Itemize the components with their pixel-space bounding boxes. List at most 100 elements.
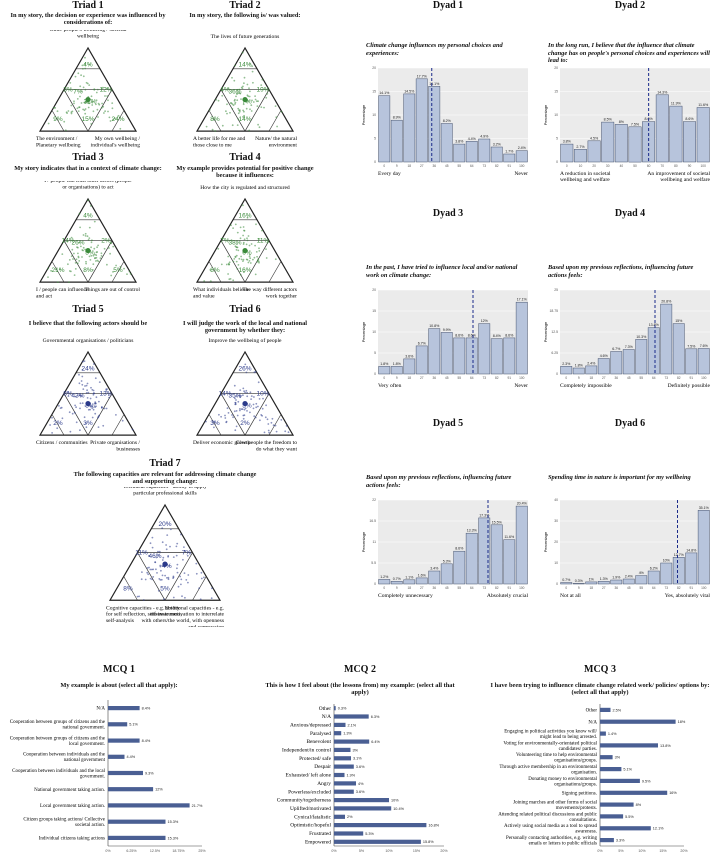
- dyad-bar: [440, 123, 453, 163]
- triad-point: [89, 397, 92, 400]
- mcq-bar: [600, 778, 640, 783]
- dyad-bar: [403, 93, 416, 163]
- dyad-y-tick: 5: [556, 137, 558, 141]
- triad-point: [258, 247, 260, 250]
- dyad-tick-label: 55: [458, 586, 462, 590]
- dyad-bar: [465, 337, 478, 375]
- mcq-value-label: 4.4%: [127, 755, 136, 759]
- dyad-bar-label: 7.3%: [625, 345, 634, 349]
- dyad-right-label: Never: [514, 383, 528, 389]
- triad-point: [151, 536, 154, 539]
- triad-region-label: 2%: [53, 420, 63, 427]
- triad-point: [84, 88, 87, 91]
- mcq-value-label: 10%: [391, 799, 399, 803]
- triad-point: [86, 101, 89, 104]
- triad-point: [95, 254, 98, 257]
- triad-point: [245, 243, 248, 246]
- triad-region-label: 5%: [160, 585, 170, 592]
- triad-point: [93, 253, 96, 256]
- triad-region-label: 20%: [158, 521, 171, 528]
- triad-point: [242, 258, 245, 261]
- triad-region-label: 8%: [210, 116, 220, 123]
- triad-point: [172, 575, 175, 578]
- triad-point: [109, 252, 111, 255]
- triad-point: [76, 262, 79, 265]
- dyad-bar: [560, 143, 574, 163]
- mcq-category-label: N/A: [322, 714, 331, 720]
- triad-point: [148, 566, 150, 569]
- triad-point: [234, 255, 237, 258]
- triad-grid-line: [111, 261, 125, 283]
- triad-point: [210, 597, 213, 600]
- mcq-value-label: 15.3%: [168, 836, 179, 840]
- dyad-tick-label: 73: [483, 164, 487, 168]
- dyad-bar-label: 16.1%: [429, 82, 440, 86]
- triad-point: [232, 104, 235, 107]
- dyad-y-axis-label: Percentage: [361, 104, 366, 125]
- triad-region-label: 35%: [228, 393, 241, 400]
- triad-point: [140, 578, 143, 581]
- triad-point: [81, 256, 83, 258]
- triad-point: [238, 109, 240, 112]
- dyad-tick-label: 45: [445, 586, 449, 590]
- triad-point: [235, 425, 238, 428]
- triad-point: [248, 255, 251, 258]
- triad-point: [82, 388, 85, 390]
- dyad-bar-label: 11.9%: [671, 102, 682, 106]
- triad-4-chart: 16% 11% 7%38%6% 8% 16% How the city is regula…: [193, 185, 297, 299]
- dyad-bar: [628, 126, 642, 163]
- dyad-tick-label: 27: [420, 376, 424, 380]
- triad-point: [82, 234, 85, 236]
- triad-point: [103, 247, 106, 250]
- mcq-value-label: 10.4%: [393, 807, 404, 811]
- triad-point: [84, 385, 86, 387]
- triad-region-label: 8%: [83, 267, 93, 274]
- triad-point: [101, 102, 103, 105]
- triad-point: [240, 258, 243, 261]
- mcq-value-label: 5.5%: [625, 815, 634, 819]
- triad-right-label: Emotional capacities - e.g. intrinsic mot…: [142, 605, 225, 627]
- triad-point: [248, 95, 251, 98]
- dyad-tick-label: 73: [483, 586, 487, 590]
- triad-point: [105, 407, 108, 410]
- triad-point: [54, 107, 57, 109]
- triad-point: [162, 556, 165, 559]
- triad-point: [237, 400, 240, 403]
- triad-point: [74, 404, 76, 407]
- mcq-bar: [334, 764, 354, 769]
- triad-point: [265, 257, 268, 259]
- dyad-tick-label: 20: [592, 164, 596, 168]
- triad-point: [92, 408, 95, 411]
- triad-region-label: 3%: [85, 403, 95, 410]
- triad-left-label: Deliver economic growth: [193, 440, 250, 446]
- dyad-bar-label: 1.2%: [380, 575, 389, 579]
- dyad-5-chart: 1.2% 0 0.7% 9 1.1% 18 1.6% 27 3.4% 36 5.3% 45 8.6% 55…: [361, 498, 528, 599]
- triad-point: [181, 595, 183, 598]
- triad-point: [246, 391, 248, 394]
- triad-point: [81, 64, 84, 67]
- triad-region-label: 36%: [228, 89, 241, 96]
- triad-point: [119, 127, 122, 130]
- triad-point: [142, 599, 145, 601]
- triad-point: [239, 237, 242, 240]
- triad-region-label: 7%: [182, 550, 192, 557]
- triad-point: [200, 571, 203, 574]
- dyad-bar: [697, 348, 710, 375]
- triad-point: [121, 419, 124, 422]
- triad-point: [160, 578, 163, 581]
- triad-point: [234, 103, 236, 105]
- triad-5-title: Triad 5: [72, 304, 104, 315]
- triad-point: [255, 251, 258, 253]
- triad-point: [256, 105, 259, 107]
- dyad-bar-label: 1%: [589, 577, 595, 581]
- dyad-bar-label: 15%: [675, 319, 683, 323]
- triad-point: [94, 412, 97, 415]
- mcq-x-tick: 10%: [385, 849, 393, 853]
- triad-region-label: 8%: [63, 391, 73, 398]
- dyad-1-panel: Dyad 1 Climate change influences my pers…: [360, 0, 536, 190]
- triad-point: [85, 262, 87, 265]
- dyad-left-label: Not at all: [560, 593, 581, 599]
- triad-point: [77, 252, 79, 255]
- triad-point: [233, 384, 236, 387]
- triad-point: [92, 254, 95, 257]
